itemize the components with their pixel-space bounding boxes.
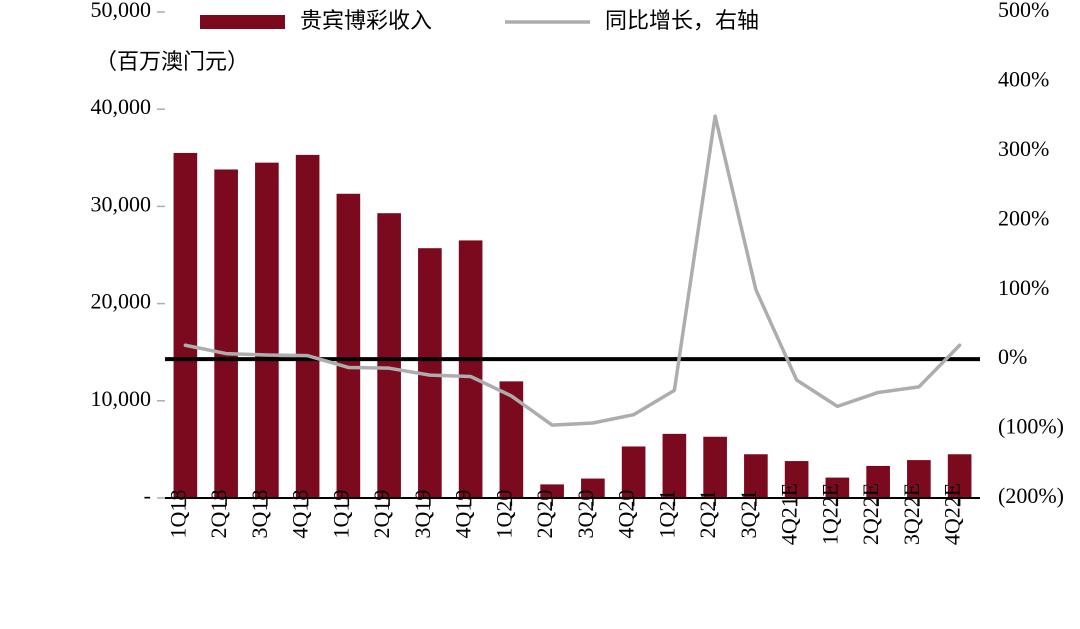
- bar: [174, 153, 198, 498]
- chart-container: - 10,000 20,000 30,000 40,000 50,000 (200%) (10…: [0, 0, 1080, 629]
- x-axis-tick-label: 2Q20: [532, 490, 557, 539]
- y-axis-tick-label: 50,000: [91, 0, 152, 22]
- x-axis-tick-label: 2Q21: [695, 490, 720, 539]
- legend-line-label: 同比增长，右轴: [605, 8, 759, 33]
- y2-axis-tick-label: 500%: [998, 0, 1049, 22]
- bar: [377, 213, 401, 498]
- y2-axis-tick-label: (200%): [998, 483, 1064, 508]
- y2-axis-tick-label: 100%: [998, 275, 1049, 300]
- bar: [459, 240, 483, 498]
- legend-bar-swatch: [200, 15, 285, 29]
- x-axis-tick-label: 1Q18: [165, 490, 190, 539]
- y2-axis-tick-label: 0%: [998, 344, 1027, 369]
- bar: [214, 169, 238, 498]
- y-axis-tick-label: 10,000: [91, 386, 152, 411]
- bar: [703, 437, 727, 498]
- x-axis-tick-label: 3Q20: [573, 490, 598, 539]
- legend-bar-label: 贵宾博彩收入: [300, 8, 432, 33]
- x-axis-tick-label: 1Q19: [328, 490, 353, 539]
- bar: [663, 434, 687, 498]
- x-axis-tick-label: 2Q18: [206, 490, 231, 539]
- x-axis-tick-label: 4Q22E: [940, 483, 965, 545]
- x-axis-tick-label: 3Q22E: [899, 483, 924, 545]
- x-axis-tick-label: 1Q20: [491, 490, 516, 539]
- x-axis-tick-label: 3Q19: [410, 490, 435, 539]
- x-axis-tick-label: 4Q19: [451, 490, 476, 539]
- y2-axis-tick-label: 200%: [998, 205, 1049, 230]
- x-axis-tick-label: 2Q22E: [858, 483, 883, 545]
- bar: [296, 155, 320, 498]
- x-axis-tick-label: 3Q18: [247, 490, 272, 539]
- y-axis-tick-label: 40,000: [91, 94, 152, 119]
- unit-label: （百万澳门元）: [95, 49, 249, 74]
- x-axis-tick-label: 3Q21: [736, 490, 761, 539]
- y-axis-tick-label: 30,000: [91, 191, 152, 216]
- bar: [255, 163, 279, 498]
- bar: [337, 194, 361, 498]
- y2-axis-tick-label: (100%): [998, 414, 1064, 439]
- y2-axis-tick-label: 300%: [998, 136, 1049, 161]
- chart-svg: - 10,000 20,000 30,000 40,000 50,000 (200%) (10…: [0, 0, 1080, 629]
- bar: [500, 381, 524, 498]
- x-axis-tick-label: 1Q22E: [817, 483, 842, 545]
- x-axis-tick-label: 4Q20: [614, 490, 639, 539]
- x-axis-tick-label: 4Q21E: [777, 483, 802, 545]
- x-axis-tick-label: 2Q19: [369, 490, 394, 539]
- y2-axis-tick-label: 400%: [998, 66, 1049, 91]
- y-axis-tick-label: -: [144, 483, 151, 508]
- x-axis-tick-label: 4Q18: [288, 490, 313, 539]
- y-axis-tick-label: 20,000: [91, 289, 152, 314]
- x-axis-tick-label: 1Q21: [654, 490, 679, 539]
